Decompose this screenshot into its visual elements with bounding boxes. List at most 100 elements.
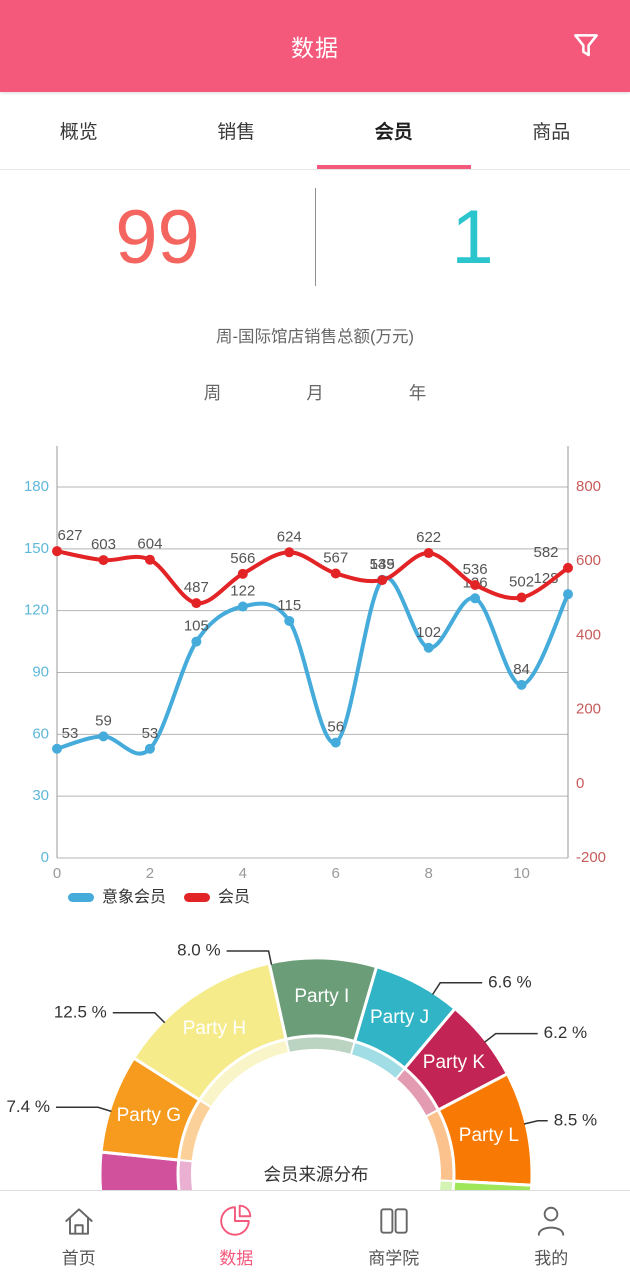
series-point [423, 642, 434, 653]
legend-label: 意象会员 [102, 887, 166, 906]
legend-swatch [184, 893, 210, 902]
member-source-pie-chart[interactable]: Party G 7.4 % Party H 12.5 % Party I 8.0 % Par… [0, 910, 630, 1190]
x-axis-tick: 6 [332, 865, 340, 882]
nav-item-2[interactable]: 数据 [158, 1191, 316, 1280]
x-axis-tick: 10 [513, 865, 530, 882]
user-icon [538, 1206, 565, 1236]
pie-slice-name: Party L [459, 1125, 519, 1146]
chart-subtitle-row: 周-国际馆店销售总额(万元) [0, 305, 630, 365]
nav-item-4[interactable]: 我的 [473, 1191, 630, 1280]
legend-swatch [68, 893, 94, 902]
pie-leader-line [484, 1032, 538, 1043]
series-point [516, 679, 527, 690]
x-axis-tick: 8 [424, 865, 432, 882]
value-label: 566 [230, 550, 255, 567]
stat-right-value: 1 [451, 195, 494, 280]
book-icon [380, 1207, 408, 1234]
value-label: 102 [416, 624, 441, 641]
period-option-1[interactable]: 周 [203, 383, 222, 403]
value-label: 549 [370, 556, 395, 573]
series-point [423, 548, 434, 559]
pie-slice-name: Party K [423, 1052, 486, 1073]
value-label: 624 [277, 528, 302, 545]
left-axis-tick: 180 [24, 478, 49, 495]
left-axis-tick: 150 [24, 540, 49, 557]
series-point [563, 562, 573, 573]
right-axis-tick: -200 [576, 849, 606, 866]
series-point [470, 593, 481, 604]
value-label: 59 [95, 712, 112, 729]
nav-item-1[interactable]: 首页 [0, 1191, 158, 1280]
pie-chart-icon [220, 1204, 252, 1236]
series-point [144, 743, 155, 754]
pie-percent-label: 6.6 % [488, 972, 531, 991]
value-label: 84 [513, 661, 530, 678]
right-axis-tick: 400 [576, 626, 601, 643]
series-point [563, 589, 573, 600]
nav-item-3[interactable]: 商学院 [315, 1191, 473, 1280]
member-source-chart-section: Party G 7.4 % Party H 12.5 % Party I 8.0 % Par… [0, 910, 630, 1190]
left-axis-tick: 120 [24, 602, 49, 619]
series-point [377, 575, 388, 586]
pie-leader-line [431, 982, 483, 995]
value-label: 622 [416, 529, 441, 546]
value-label: 135 [370, 556, 395, 573]
pie-slice-name: Party J [370, 1007, 429, 1028]
right-axis-tick: 0 [576, 775, 584, 792]
value-label: 502 [509, 574, 534, 591]
home-icon [65, 1207, 93, 1235]
left-axis-tick: 30 [32, 787, 49, 804]
pie-slice-name: Party G [117, 1105, 181, 1126]
pie-percent-label: 6.2 % [544, 1023, 587, 1042]
series-point [144, 554, 155, 565]
pie-leader-line [112, 1012, 166, 1024]
pie-slice-name: Party H [183, 1018, 246, 1039]
series-point [284, 547, 295, 558]
legend-label: 会员 [218, 888, 250, 906]
value-label: 567 [323, 549, 348, 566]
tab-4[interactable]: 商品 [532, 122, 571, 143]
tab-bar: 概览 销售 会员 商品 [0, 92, 630, 170]
pie-leader-line [523, 1120, 548, 1125]
page-title: 数据 [291, 35, 339, 61]
tab-2[interactable]: 销售 [217, 122, 256, 143]
value-label: 603 [91, 536, 116, 553]
value-label: 122 [230, 583, 255, 600]
pie-percent-label: 8.5 % [554, 1110, 597, 1129]
left-axis-tick: 90 [32, 663, 49, 680]
nav-label: 首页 [61, 1248, 96, 1268]
tab-1[interactable]: 概览 [59, 122, 98, 143]
value-label: 627 [57, 527, 82, 544]
series-point [284, 615, 295, 626]
member-trend-chart-section: 0 30 60 90 120 150 180 -200 0 200 400 600 800 0 2 4 6 8 10… [0, 420, 630, 910]
right-axis-tick: 800 [576, 478, 601, 495]
series-point [330, 737, 341, 748]
stats-row: 99 1 [0, 170, 630, 305]
period-option-3[interactable]: 年 [408, 383, 427, 403]
value-label: 582 [533, 544, 558, 561]
series-point [237, 568, 248, 579]
value-label: 115 [277, 597, 301, 614]
value-label: 105 [184, 618, 209, 635]
x-axis-tick: 0 [53, 865, 61, 882]
member-trend-chart[interactable]: 0 30 60 90 120 150 180 -200 0 200 400 600 800 0 2 4 6 8 10… [0, 420, 630, 910]
value-label: 53 [142, 725, 159, 742]
right-axis-tick: 200 [576, 701, 601, 718]
pie-slice-name: Party I [294, 986, 349, 1007]
series-point [191, 598, 202, 609]
series-line-意象会员 [55, 575, 570, 756]
left-axis-tick: 0 [41, 849, 49, 866]
nav-label: 商学院 [368, 1248, 420, 1268]
pie-title: 会员来源分布 [264, 1165, 369, 1185]
period-option-2[interactable]: 月 [306, 383, 324, 403]
series-point [470, 579, 481, 590]
stats-divider [315, 188, 316, 286]
nav-label: 数据 [219, 1248, 254, 1268]
pie-leader-line [226, 950, 273, 965]
period-selector: 周月年 [0, 365, 630, 420]
tab-3[interactable]: 会员 [315, 92, 473, 169]
filter-button[interactable] [568, 28, 604, 64]
value-label: 53 [62, 725, 79, 742]
pie-shadow-segment [437, 1179, 456, 1190]
